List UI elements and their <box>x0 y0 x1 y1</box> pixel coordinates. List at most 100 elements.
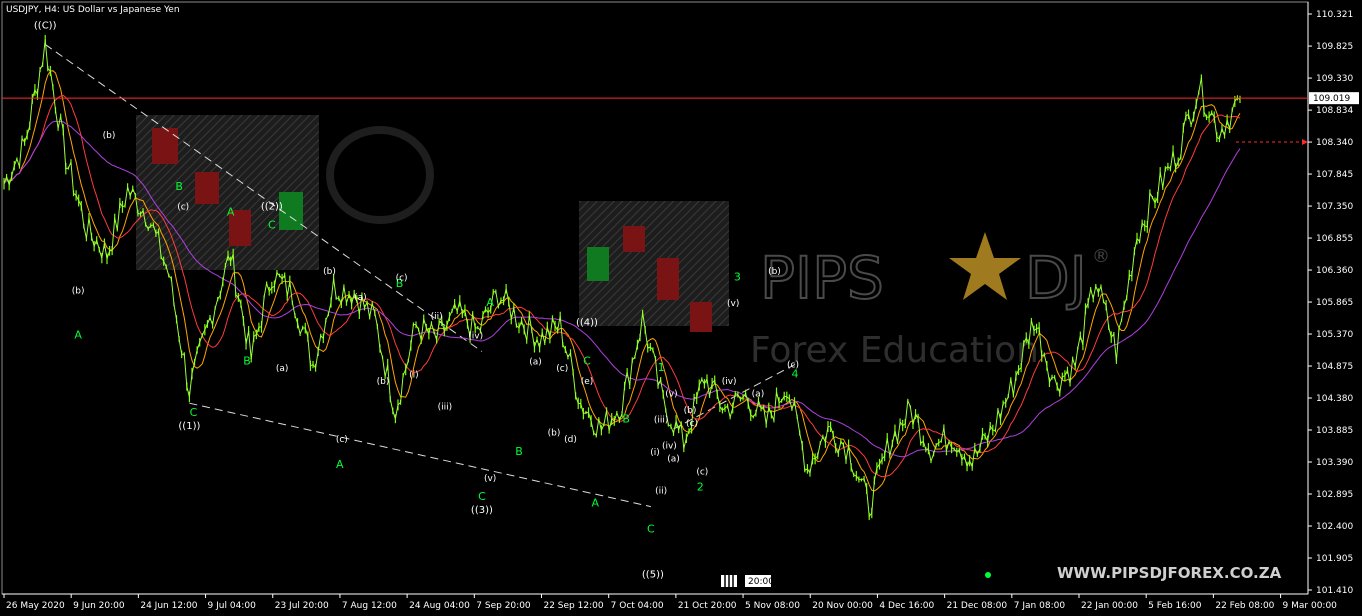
price-tick-label: 108.834 <box>1316 106 1353 116</box>
wave-label: (c) <box>686 419 698 429</box>
wave-label: ((1)) <box>178 421 200 432</box>
wave-label: C <box>190 406 198 419</box>
price-tick-label: 105.865 <box>1316 298 1353 308</box>
wave-label: (c) <box>556 364 568 374</box>
wave-label: C <box>268 219 276 232</box>
wave-label: (i) <box>409 370 419 380</box>
date-label: 21 Dec 08:00 <box>947 601 1008 611</box>
wave-label: (b) <box>72 286 85 296</box>
wave-label: B <box>515 445 523 458</box>
wave-label: B <box>243 354 251 367</box>
date-label: 20 Nov 00:00 <box>812 601 873 611</box>
wave-label: (a) <box>752 390 765 400</box>
date-label: 21 Oct 20:00 <box>678 601 737 611</box>
price-ticks: 110.321 109.825 109.330 108.834 108.340 107.8… <box>1308 10 1353 596</box>
projection-arrow-icon <box>1302 139 1308 145</box>
date-label: 5 Feb 16:00 <box>1148 601 1202 611</box>
date-label: 23 Jul 20:00 <box>275 601 329 611</box>
wave-label: (v) <box>665 390 677 400</box>
date-label: 9 Mar 00:00 <box>1283 601 1338 611</box>
watermark-candle-green-1 <box>279 192 303 230</box>
date-label: 7 Oct 04:00 <box>611 601 664 611</box>
watermark-candle-green-2 <box>587 247 609 281</box>
watermark-headset-icon <box>326 126 434 224</box>
wave-label: B <box>396 277 404 290</box>
wave-label: ((C)) <box>34 20 57 31</box>
date-label: 7 Jan 08:00 <box>1014 601 1066 611</box>
wave-label: ((5)) <box>642 570 664 581</box>
wave-label: (a) <box>529 357 542 367</box>
wave-label: A <box>591 497 599 510</box>
watermark-candle-red-4 <box>623 226 645 252</box>
price-tick-label: 103.390 <box>1316 458 1353 468</box>
watermark-brand-left: PIPS <box>760 244 884 312</box>
wave-label: (a) <box>354 293 367 303</box>
wave-label: B <box>175 180 183 193</box>
price-tick-label: 106.855 <box>1316 234 1353 244</box>
wave-labels: ((C)) ((1)) ((2)) ((3)) ((4)) ((5)) A B C A B C A B C A… <box>34 20 799 580</box>
watermark-candle-red-6 <box>690 302 712 332</box>
watermark-registered-mark: ® <box>1092 246 1110 267</box>
wave-label: ((2)) <box>261 201 283 212</box>
wave-label: (iii) <box>438 403 453 413</box>
wave-label: (iv) <box>722 377 737 387</box>
date-label: 7 Aug 12:00 <box>342 601 397 611</box>
wave-label: (c) <box>696 467 708 477</box>
chart-title: USDJPY, H4: US Dollar vs Japanese Yen <box>6 5 180 15</box>
wave-label: ((4)) <box>576 318 598 329</box>
date-label: 4 Dec 16:00 <box>879 601 934 611</box>
price-tick-label: 107.845 <box>1316 170 1353 180</box>
watermark-candle-red-2 <box>195 172 219 204</box>
date-label: 22 Sep 12:00 <box>543 601 603 611</box>
wave-label: (b) <box>768 267 781 277</box>
price-tick-label: 110.321 <box>1316 10 1353 20</box>
ma-slow-line <box>3 94 1241 478</box>
date-label: 26 May 2020 <box>6 601 65 611</box>
wave-label: A <box>227 206 235 219</box>
wave-label: A <box>486 296 494 309</box>
ma-fast-line <box>3 70 1241 492</box>
signal-dot <box>985 572 991 578</box>
date-label: 22 Jan 00:00 <box>1081 601 1138 611</box>
price-line <box>3 39 1241 518</box>
wave-label: (ii) <box>431 312 443 322</box>
wave-label: (c) <box>336 435 348 445</box>
wave-label: 3 <box>734 270 741 283</box>
price-tick-label: 104.875 <box>1316 362 1353 372</box>
wave-label: (c) <box>177 202 189 212</box>
watermark-subtitle: Forex Education <box>750 330 1039 371</box>
wave-label: (b) <box>323 267 336 277</box>
price-tick-label: 108.340 <box>1316 138 1353 148</box>
trend-line <box>44 44 483 352</box>
wave-label: (b) <box>548 429 561 439</box>
wave-label: (e) <box>581 377 594 387</box>
wave-label: ((3)) <box>471 505 493 516</box>
watermark-candle-red-1 <box>152 128 178 164</box>
time-marker-tag[interactable] <box>745 575 771 587</box>
wave-label: (d) <box>564 435 577 445</box>
website-label: WWW.PIPSDJFOREX.CO.ZA <box>1057 564 1282 582</box>
trend-line <box>189 402 651 508</box>
wave-label: B <box>622 413 630 426</box>
wave-label: C <box>478 490 486 503</box>
wave-label: (a) <box>276 364 289 374</box>
ma-long-line <box>3 120 1241 458</box>
watermark-candle-red-5 <box>657 258 679 300</box>
watermark-brand-right: DJ <box>1025 244 1087 312</box>
wave-label: (iv) <box>468 332 483 342</box>
wave-label: C <box>647 522 655 535</box>
wave-label: A <box>336 458 344 471</box>
date-label: 24 Aug 04:00 <box>409 601 470 611</box>
wave-label: 4 <box>792 367 799 380</box>
date-label: 9 Jul 04:00 <box>208 601 257 611</box>
price-tick-label: 101.410 <box>1316 586 1353 596</box>
price-tick-label: 106.360 <box>1316 266 1353 276</box>
wave-label: (c) <box>396 273 408 283</box>
wave-label: C <box>583 354 591 367</box>
watermark: PIPS DJ ® Forex Education <box>136 115 1110 371</box>
wave-label: A <box>74 329 82 342</box>
wave-label: (iv) <box>662 441 677 451</box>
wave-label: (b) <box>684 406 697 416</box>
wave-label: (a) <box>667 454 680 464</box>
